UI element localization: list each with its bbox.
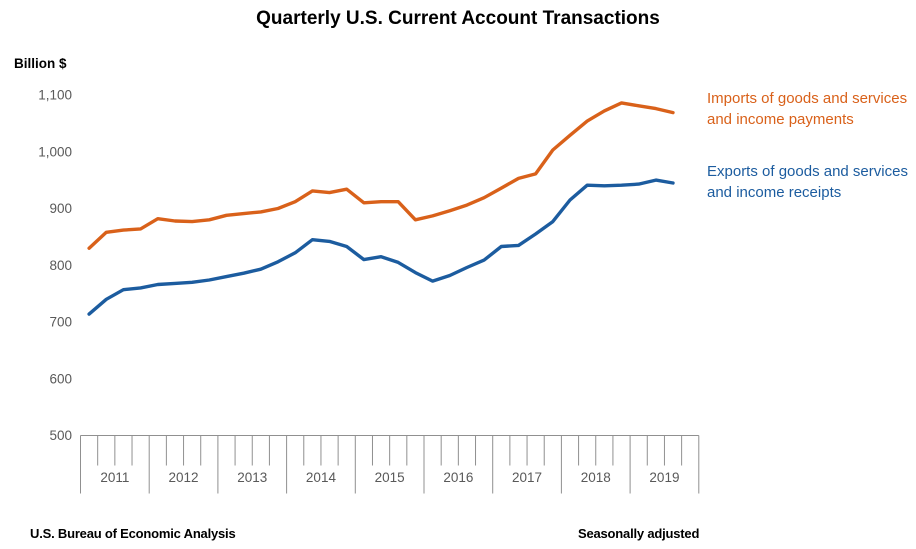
x-axis-year-label: 2013 [237,470,267,485]
source-note: U.S. Bureau of Economic Analysis [30,526,236,541]
imports-line [87,101,675,250]
x-axis-year-label: 2018 [581,470,611,485]
y-axis-unit-label: Billion $ [14,56,67,71]
y-axis-tick-label: 500 [49,428,72,443]
legend-imports-label: Imports of goods and services and income… [707,90,908,128]
x-axis-year-label: 2012 [169,470,199,485]
x-axis-year-label: 2016 [443,470,473,485]
chart-title: Quarterly U.S. Current Account Transacti… [256,8,660,29]
exports-line [87,178,675,316]
y-axis-tick-label: 900 [49,201,72,216]
x-axis-year-label: 2011 [100,470,129,485]
x-axis-year-label: 2019 [649,470,679,485]
y-axis-tick-label: 700 [49,315,72,330]
seasonal-adjustment-note: Seasonally adjusted [578,526,700,541]
y-axis-tick-label: 1,000 [38,144,72,159]
x-axis-year-label: 2015 [375,470,405,485]
x-axis-year-label: 2014 [306,470,337,485]
y-axis-tick-label: 1,100 [38,88,72,103]
legend-exports-label: Exports of goods and services and income… [707,163,908,201]
y-axis-tick-label: 600 [49,371,72,386]
y-axis-tick-label: 800 [49,258,72,273]
x-axis-year-label: 2017 [512,470,542,485]
